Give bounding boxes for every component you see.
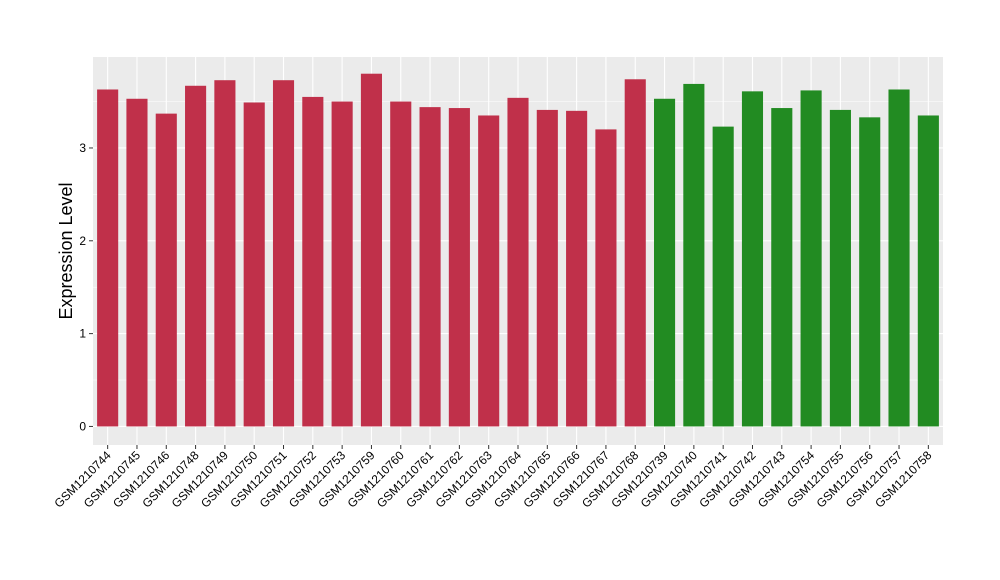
bars	[97, 73, 939, 427]
bar-GSM1210756	[859, 117, 881, 427]
bar-GSM1210761	[419, 107, 441, 427]
bar-GSM1210748	[185, 85, 207, 427]
y-tick-label: 2	[79, 234, 86, 248]
bar-GSM1210766	[566, 110, 588, 427]
bar-GSM1210754	[800, 90, 822, 427]
bar-GSM1210741	[712, 126, 734, 427]
bar-GSM1210759	[360, 73, 382, 427]
bar-GSM1210744	[97, 89, 119, 427]
bar-GSM1210758	[917, 115, 939, 427]
bar-GSM1210742	[741, 91, 764, 427]
bar-GSM1210743	[771, 108, 793, 427]
bar-GSM1210768	[624, 79, 646, 427]
bar-GSM1210739	[654, 98, 676, 427]
bar-GSM1210752	[302, 96, 324, 427]
y-axis-label: Expression Level	[56, 182, 76, 319]
y-tick-label: 3	[79, 141, 86, 155]
bar-GSM1210751	[272, 80, 295, 427]
bar-GSM1210740	[683, 83, 705, 427]
bar-GSM1210767	[595, 129, 617, 427]
bar-GSM1210765	[536, 109, 558, 427]
bar-GSM1210746	[155, 113, 177, 427]
y-tick-label: 0	[79, 419, 86, 433]
bar-GSM1210762	[448, 108, 470, 427]
bar-GSM1210757	[888, 89, 910, 427]
bar-GSM1210749	[214, 80, 236, 427]
y-axis: 0 1 2 3	[79, 141, 93, 433]
y-tick-label: 1	[79, 327, 86, 341]
bar-GSM1210760	[390, 101, 412, 427]
bar-GSM1210763	[478, 115, 500, 427]
x-axis: GSM1210744GSM1210745GSM1210746GSM1210748…	[52, 445, 935, 510]
bar-GSM1210755	[829, 109, 851, 427]
bar-GSM1210745	[126, 98, 148, 427]
bar-GSM1210753	[331, 101, 353, 427]
bar-GSM1210750	[243, 102, 265, 427]
bar-GSM1210764	[507, 97, 529, 427]
